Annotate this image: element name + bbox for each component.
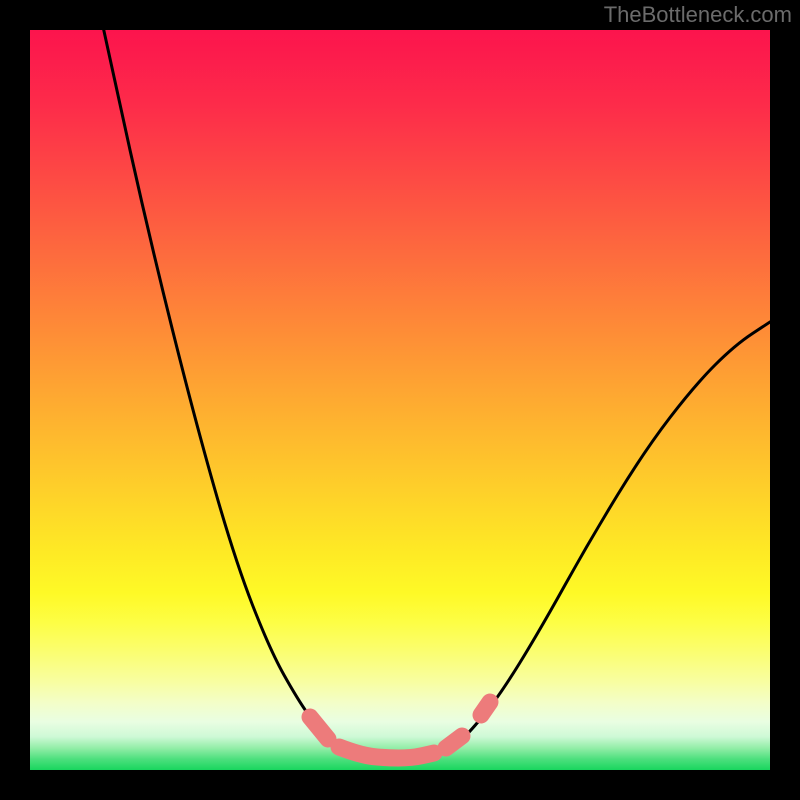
watermark-text: TheBottleneck.com (604, 2, 792, 27)
valley-marker-2 (446, 736, 462, 748)
valley-marker-3 (481, 702, 490, 715)
bottleneck-chart: TheBottleneck.com (0, 0, 800, 800)
plot-background (30, 30, 770, 770)
